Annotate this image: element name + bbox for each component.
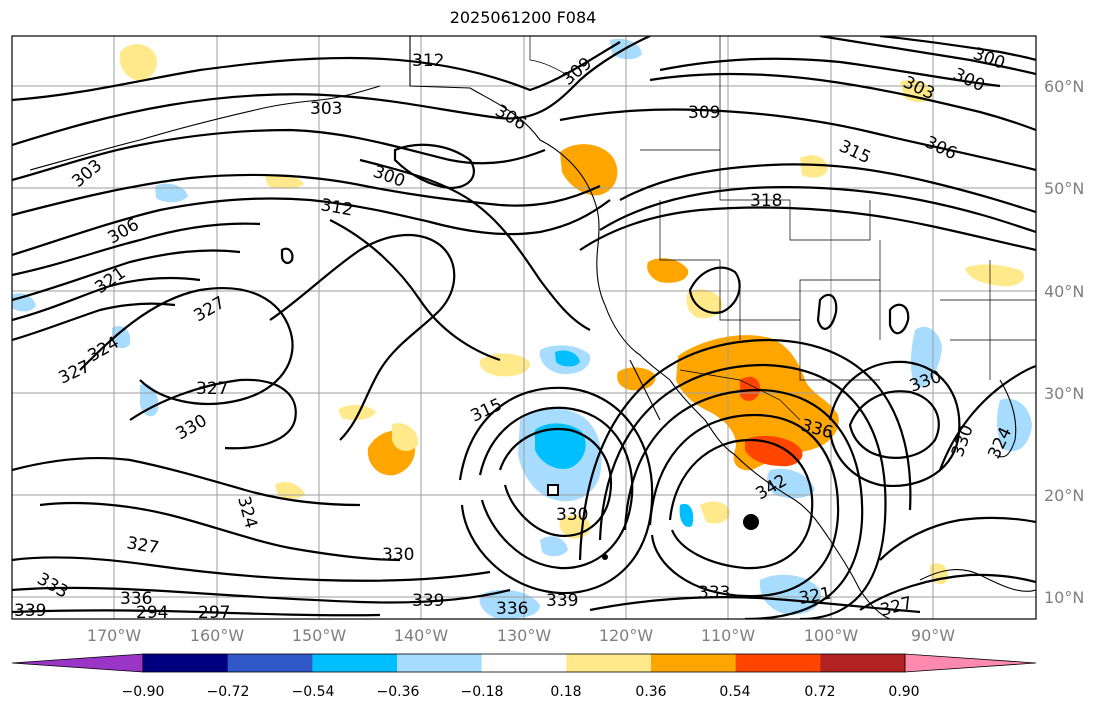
colorbar-segment [735,654,821,672]
colorbar-tick-label: −0.90 [121,684,165,700]
lon-label: 150°W [291,626,347,645]
lat-label: 10°N [1044,588,1085,607]
contour-label: 294 [136,603,168,623]
lon-label: 140°W [393,626,449,645]
map-title: 2025061200 F084 [449,8,597,27]
lon-label: 160°W [189,626,245,645]
lat-label: 50°N [1044,179,1085,198]
lon-label: 110°W [700,626,756,645]
lon-label: 170°W [86,626,142,645]
colorbar-segment [143,654,229,672]
colorbar-outline [142,653,906,673]
lon-label: 120°W [598,626,654,645]
colorbar-segment [651,654,737,672]
colorbar-tick-label: −0.18 [460,684,504,700]
lon-label: 90°W [910,626,956,645]
colorbar-tick-label: −0.36 [376,684,420,700]
contour-label: 297 [198,603,230,623]
colorbar-segment [227,654,313,672]
colorbar [11,653,1037,673]
colorbar-tick-label: 0.72 [804,684,836,700]
colorbar-tick-label: 0.18 [550,684,582,700]
map-frame [11,35,1037,620]
contour-label: 336 [120,589,152,609]
contour-label: 327 [196,379,228,399]
colorbar-segment [312,654,398,672]
contour-label: 303 [310,99,342,119]
lat-label: 30°N [1044,384,1085,403]
lat-label: 60°N [1044,77,1085,96]
colorbar-segment [481,654,567,672]
contour-label: 309 [688,103,720,123]
colorbar-tick-label: −0.72 [206,684,250,700]
lat-label: 20°N [1044,486,1085,505]
colorbar-tick-label: 0.54 [719,684,751,700]
storm-center-marker [743,514,759,530]
contour-lines [12,36,1036,619]
lon-label: 100°W [803,626,859,645]
contour-label: 339 [14,601,46,621]
contour-label: 339 [546,591,578,611]
contour-label: 330 [556,505,588,525]
contour-label: 312 [412,51,444,71]
colorbar-right-extension [904,653,1037,673]
colorbar-segment [566,654,652,672]
contour-label: 333 [698,583,730,603]
colorbar-segment [397,654,483,672]
colorbar-left-extension [11,653,144,673]
colorbar-tick-label: 0.36 [635,684,667,700]
contour-label: 318 [750,191,782,211]
colorbar-tick-label: 0.90 [888,684,920,700]
lat-label: 40°N [1044,282,1085,301]
small-marker [602,554,608,560]
contour-label: 336 [496,599,528,619]
small-contour-box [547,484,559,496]
lon-label: 130°W [496,626,552,645]
contour-label: 330 [382,545,414,565]
colorbar-tick-label: −0.54 [291,684,335,700]
contour-label: 339 [412,591,444,611]
colorbar-segment [820,654,906,672]
